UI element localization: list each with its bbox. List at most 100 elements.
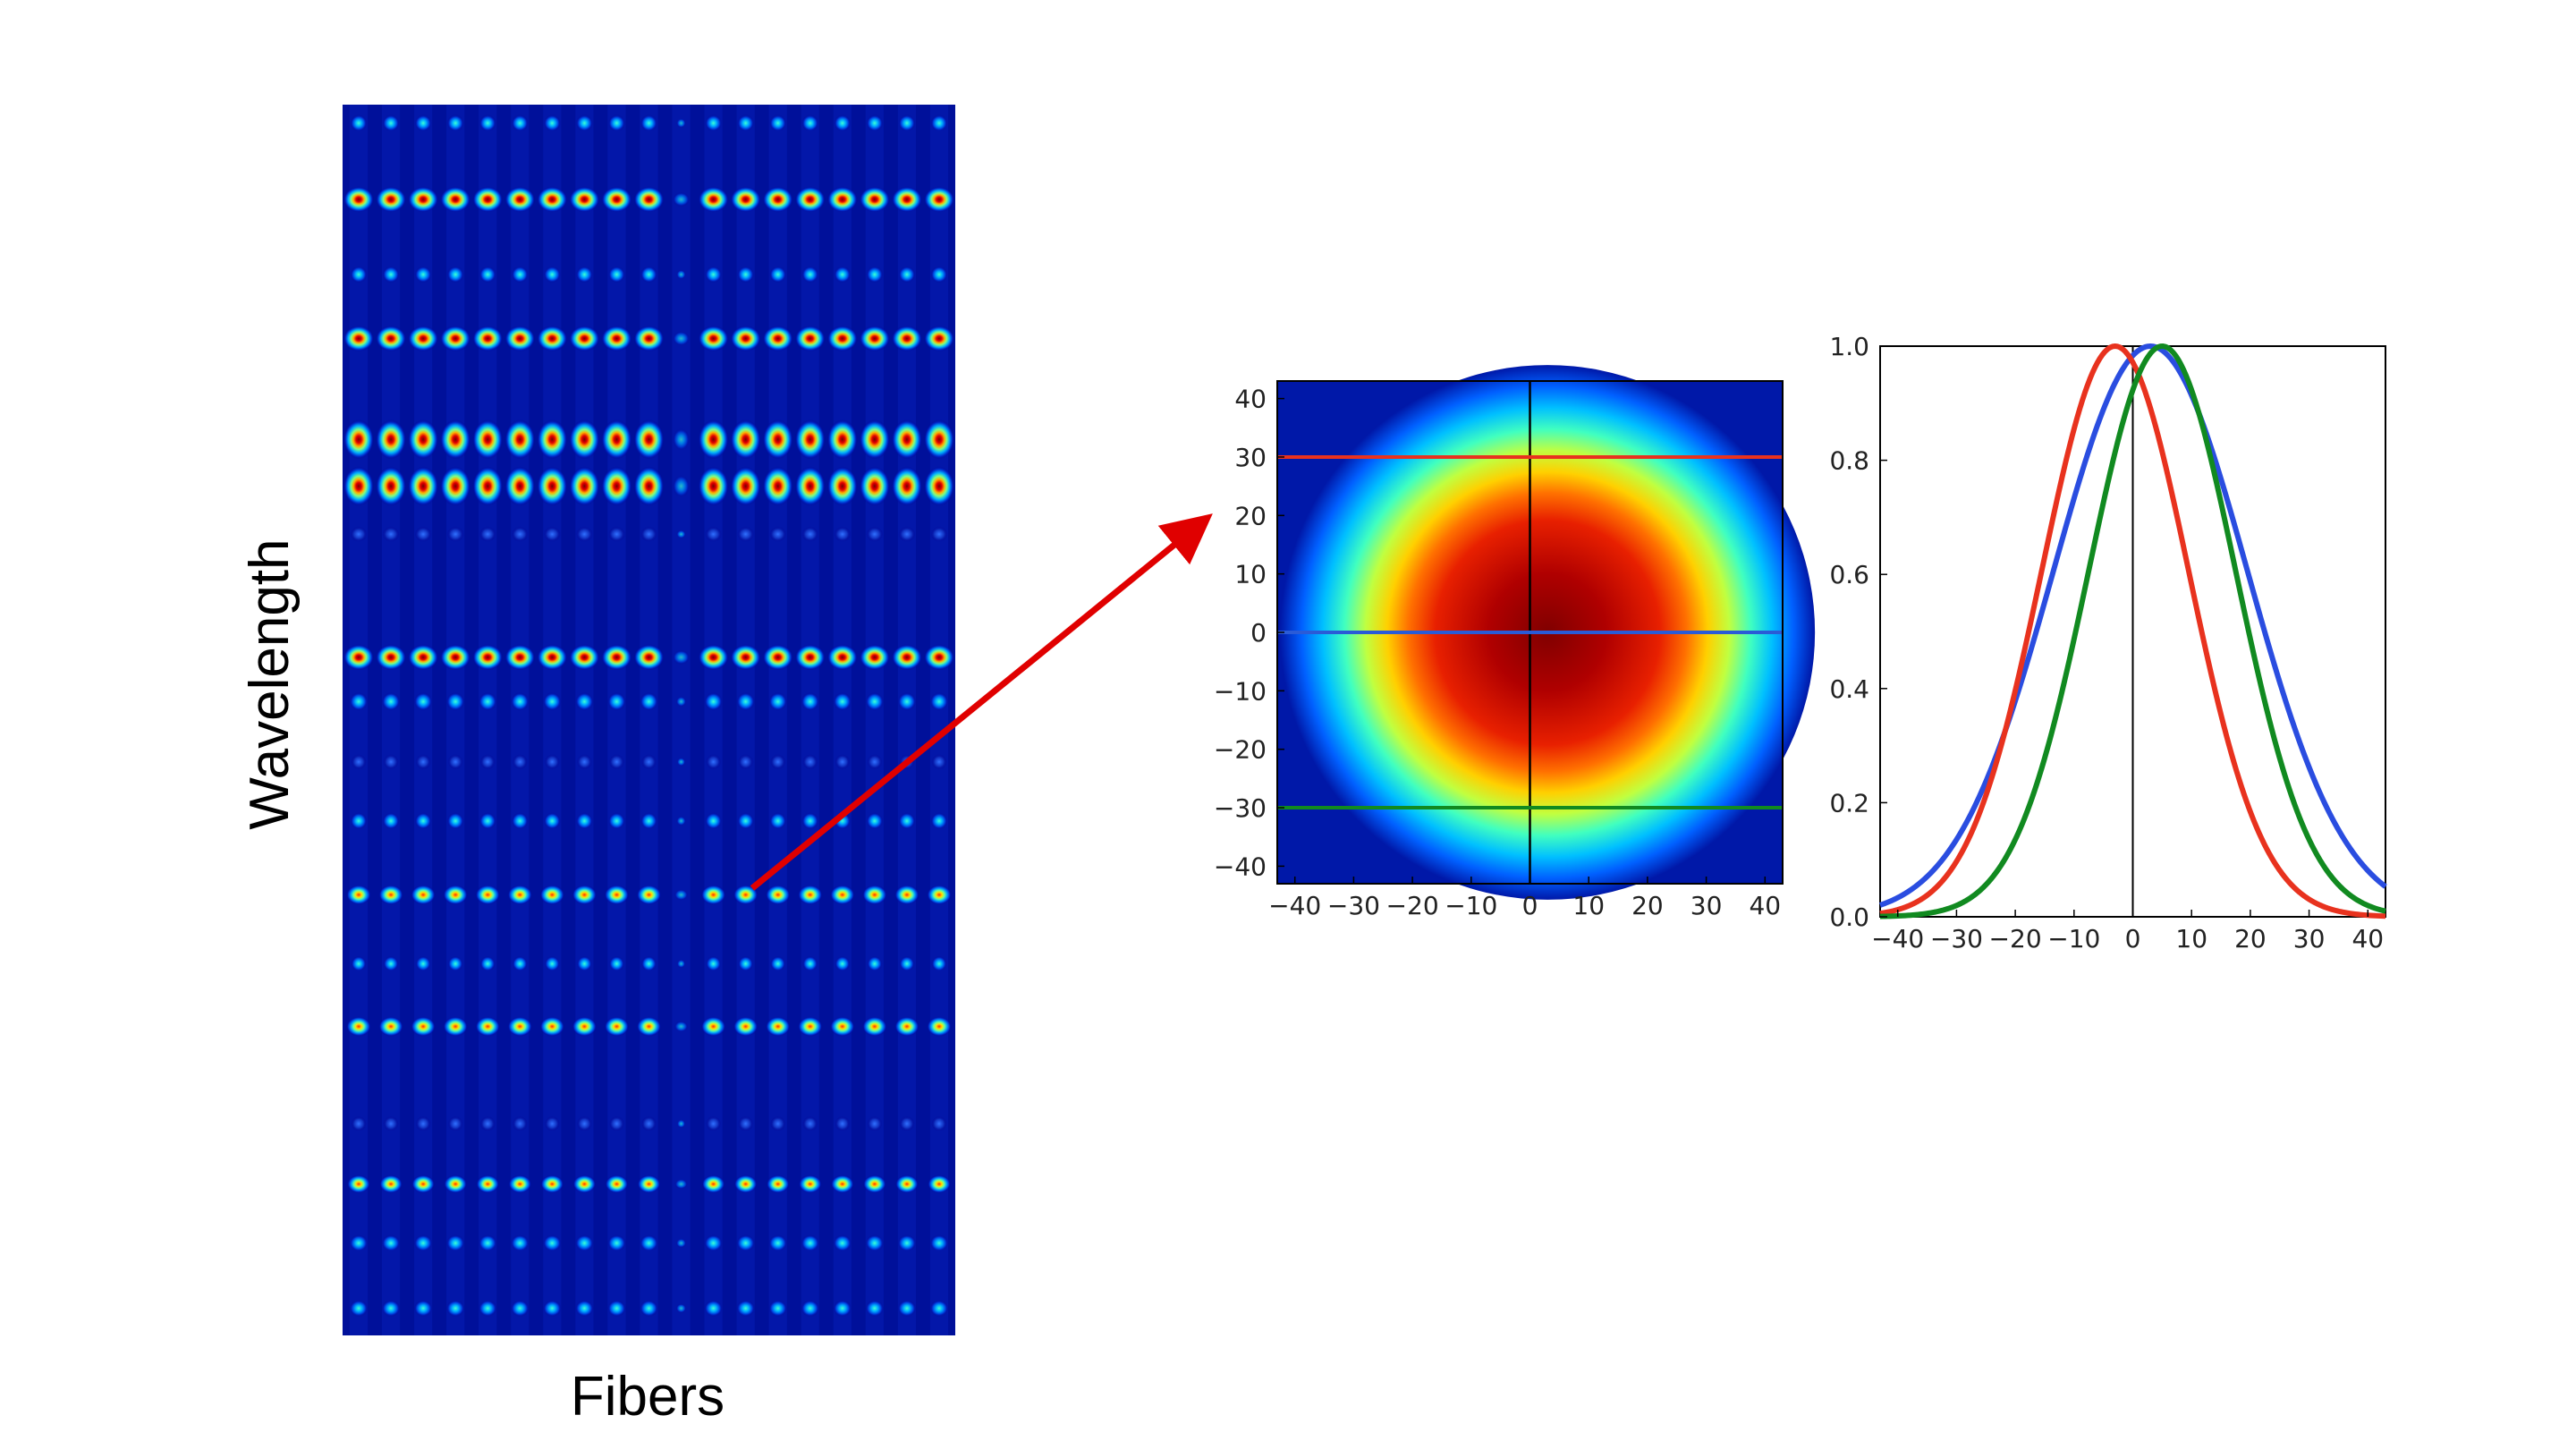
spectrum-spot: [636, 1016, 662, 1037]
spectrum-spot: [733, 1174, 758, 1193]
spectrum-spot: [413, 692, 433, 711]
spectrum-spot: [730, 644, 761, 671]
spectrum-spot: [931, 1115, 947, 1131]
spectrum-spot: [351, 1115, 367, 1131]
spectrum-spot: [640, 1234, 658, 1252]
spectrum-spot: [569, 325, 600, 352]
spectrum-spot: [408, 466, 439, 506]
spectrum-spot: [929, 1234, 949, 1252]
spectrum-spot: [737, 266, 755, 284]
fiber-column: [381, 105, 401, 1335]
spectrum-spot: [544, 955, 560, 971]
spectrum-spot: [923, 644, 954, 671]
x-tick-label: −20: [1989, 924, 2042, 953]
spectrum-spots: [343, 114, 954, 1318]
spectrum-spot: [382, 114, 400, 131]
spectrum-spot: [447, 955, 463, 971]
spectrum-spot: [794, 419, 826, 460]
spectrum-spot: [537, 419, 568, 460]
spectrum-spot: [676, 118, 686, 128]
spectrum-spot: [794, 644, 826, 671]
spectrum-spot: [698, 325, 729, 352]
spectrum-spot: [891, 644, 922, 671]
spectrum-spot: [676, 816, 686, 826]
spectrum-spot: [736, 1234, 755, 1252]
spectrum-spot: [766, 1016, 791, 1037]
spectrum-spot: [738, 955, 754, 971]
spectrum-spot: [408, 186, 439, 213]
spectrum-spot: [472, 644, 504, 671]
spectrum-spot: [730, 186, 761, 213]
spectrum-spot: [507, 1016, 532, 1037]
spectrum-spot: [569, 644, 600, 671]
spectrum-spot: [512, 955, 528, 971]
spectrum-spot: [794, 325, 826, 352]
spectrum-spot: [633, 644, 665, 671]
spectrum-spot: [675, 696, 687, 707]
spectrum-spot: [738, 1115, 754, 1131]
spectrum-spot: [415, 1115, 431, 1131]
spectrum-spot: [508, 1174, 532, 1193]
spectrum-spot: [897, 1300, 917, 1318]
spectrum-spot: [440, 419, 471, 460]
spectrum-spot: [736, 692, 755, 711]
spectrum-spot: [601, 644, 632, 671]
spectrum-spot: [859, 419, 890, 460]
spectrum-spot: [730, 466, 761, 506]
spectrum-spot: [705, 266, 722, 284]
spectrum-spot: [738, 754, 754, 770]
spectrum-spot: [572, 1016, 597, 1037]
spectrum-spot: [730, 325, 761, 352]
spectrum-spot: [376, 325, 407, 352]
spectrum-spot: [576, 114, 593, 131]
profile-series-line: [1879, 343, 2387, 908]
spectrum-spot: [511, 812, 529, 830]
spectrum-spot: [733, 1016, 758, 1037]
spectrum-spot: [895, 1174, 919, 1193]
spectrum-spot: [511, 266, 529, 284]
spectrum-spot: [830, 1016, 855, 1037]
x-tick-label: −40: [1871, 924, 1924, 953]
spectrum-spot: [698, 466, 729, 506]
spectrum-spot: [376, 466, 407, 506]
spectrum-spot: [801, 526, 819, 542]
spectrum-spot: [730, 419, 761, 460]
spectrum-spot: [931, 955, 947, 971]
spectrum-spot: [673, 475, 690, 497]
spectrum-spot: [446, 114, 464, 131]
spectrum-spot: [931, 754, 947, 770]
spectrum-spot: [737, 812, 755, 830]
spectrum-spot: [576, 266, 593, 284]
spectrum-spot: [408, 644, 439, 671]
wavelength-axis-label: Wavelength: [239, 538, 301, 829]
spectrum-spot: [576, 1115, 592, 1131]
spectrum-spot: [766, 885, 791, 905]
spectrum-spot: [411, 885, 436, 905]
spectrum-spot: [802, 1115, 818, 1131]
spectrum-spot: [704, 1300, 723, 1318]
fiber-column: [672, 105, 691, 1335]
spectrum-spot: [866, 114, 884, 131]
spectrum-spot: [641, 955, 657, 971]
spectrum-spot: [379, 1174, 402, 1193]
spectrum-spot: [737, 526, 755, 542]
spectrum-spot: [607, 1300, 626, 1318]
fiber-spectrum-heatmap: [343, 105, 955, 1335]
fiber-column: [929, 105, 949, 1335]
spectrum-spot: [676, 959, 686, 969]
spectrum-spot: [898, 266, 916, 284]
spectrum-spot: [641, 1115, 657, 1131]
spectrum-spot: [576, 812, 593, 830]
spectrum-spot: [376, 186, 407, 213]
spectrum-spot: [762, 644, 793, 671]
y-tick-label: 30: [1234, 443, 1267, 472]
spectrum-spot: [479, 1234, 497, 1252]
spectrum-spot: [867, 1115, 883, 1131]
spectrum-spot: [865, 1234, 885, 1252]
spectrum-spot: [801, 812, 819, 830]
spectrum-spot: [801, 114, 819, 131]
spectrum-spot: [413, 1234, 433, 1252]
psf-heatmap: −40 −30 −20 −10 0 10 20 30 40403020100−10−20−30−…: [1214, 365, 1816, 920]
spectrum-spot: [799, 1174, 822, 1193]
spectrum-spot: [769, 812, 787, 830]
